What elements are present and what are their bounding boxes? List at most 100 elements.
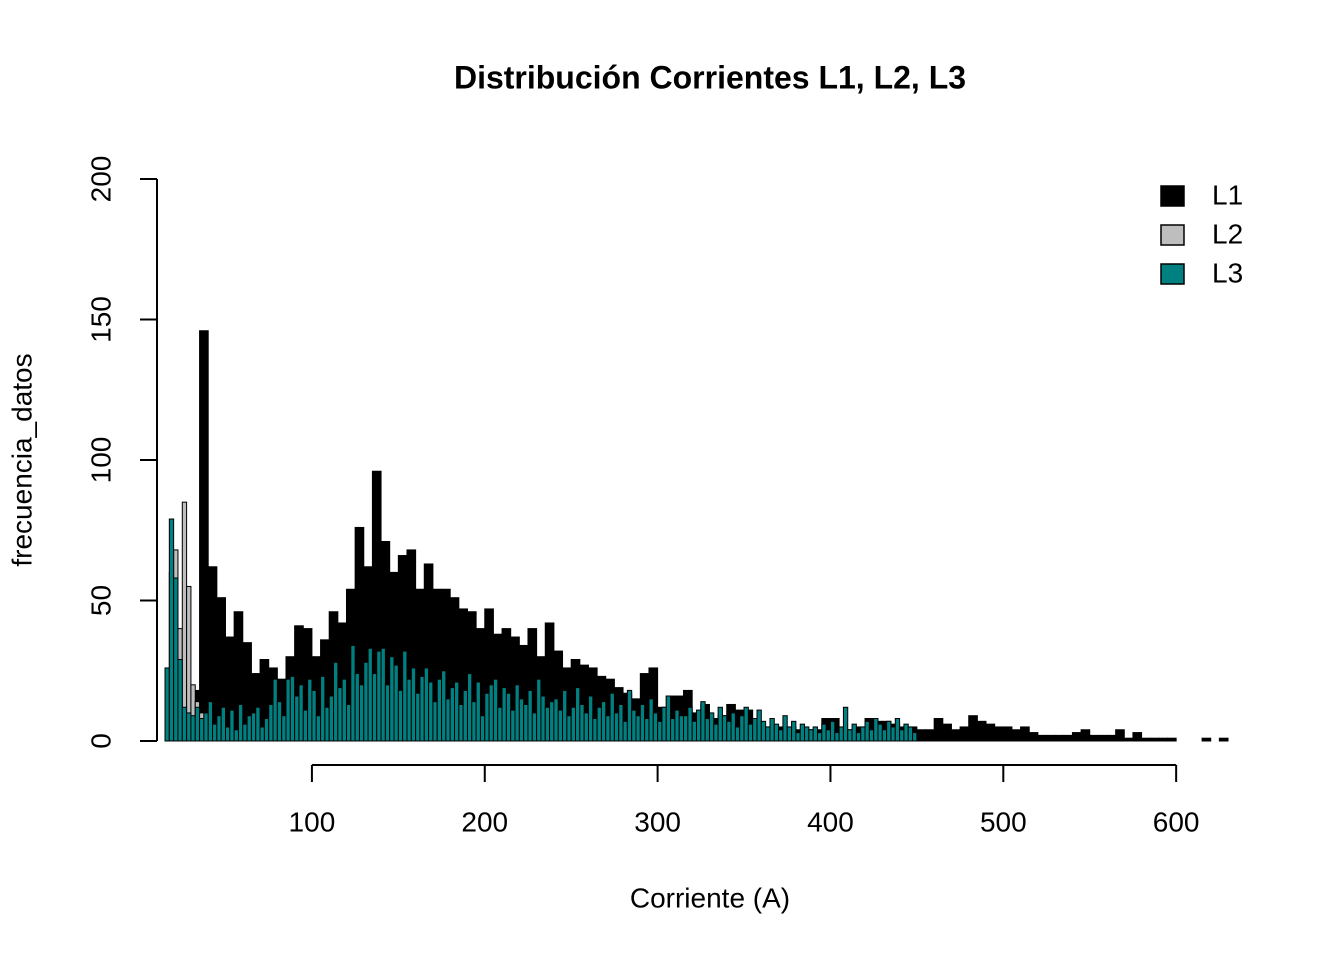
bar <box>1115 729 1125 742</box>
bar <box>864 720 870 742</box>
bar <box>237 703 244 742</box>
legend-label: L2 <box>1212 218 1243 249</box>
bar <box>600 701 607 742</box>
bar <box>825 729 831 742</box>
bar <box>816 732 823 742</box>
bar <box>194 706 201 742</box>
bar <box>635 715 641 742</box>
y-tick-label: 200 <box>85 156 116 203</box>
legend: L1 L2 L3 <box>1160 179 1243 288</box>
bar <box>354 673 360 742</box>
bar <box>873 718 879 742</box>
bar <box>557 709 564 742</box>
bar <box>307 678 313 742</box>
bar <box>428 681 434 742</box>
bar <box>1141 737 1151 742</box>
bar <box>1149 737 1160 742</box>
bar <box>791 720 797 742</box>
bar <box>583 712 589 742</box>
bar <box>523 703 529 742</box>
bar <box>829 720 836 742</box>
bar <box>894 718 901 742</box>
bar <box>579 703 585 742</box>
bar <box>281 715 287 742</box>
bar <box>250 712 257 742</box>
bar <box>229 709 235 742</box>
bar <box>756 709 762 742</box>
y-tick-label: 150 <box>85 296 116 343</box>
bar <box>648 698 654 742</box>
bar <box>1123 737 1134 742</box>
bar <box>592 718 598 742</box>
bar <box>553 698 559 742</box>
bar <box>207 701 214 742</box>
bar <box>821 723 827 742</box>
bar <box>1063 734 1073 742</box>
bar <box>492 678 499 742</box>
y-axis-label: frecuencia_datos <box>6 353 37 566</box>
bar <box>285 678 291 742</box>
y-tick-label: 100 <box>85 437 116 484</box>
bar <box>203 712 209 742</box>
bar <box>674 709 680 742</box>
bar <box>177 659 183 742</box>
bar <box>687 706 693 742</box>
bar <box>713 723 719 742</box>
bar <box>479 715 486 742</box>
bar <box>518 698 525 742</box>
x-axis-label: Corriente (A) <box>630 882 790 913</box>
bar <box>609 692 615 742</box>
bar <box>462 689 468 742</box>
bar <box>747 723 754 742</box>
bar <box>734 726 741 742</box>
bar <box>540 695 546 742</box>
bar <box>337 687 343 742</box>
bar <box>639 703 646 742</box>
bar <box>708 712 715 742</box>
bar <box>324 706 330 742</box>
bar <box>514 684 520 742</box>
bar <box>752 718 758 742</box>
bar <box>488 684 494 742</box>
bar <box>726 720 732 742</box>
bar <box>298 684 304 742</box>
bar <box>700 701 706 742</box>
bar <box>199 718 205 742</box>
bar <box>773 723 780 742</box>
x-tick-label: 400 <box>807 806 854 837</box>
bar <box>786 726 793 742</box>
bar <box>246 715 252 742</box>
bar <box>950 729 961 742</box>
bar <box>1071 732 1082 742</box>
bar <box>683 715 689 742</box>
bar <box>341 678 347 742</box>
bar <box>536 678 542 742</box>
bar <box>212 723 218 742</box>
bar <box>730 712 736 742</box>
bar <box>302 709 309 742</box>
bar <box>1054 734 1065 742</box>
bar <box>622 720 628 742</box>
bar <box>181 706 188 742</box>
bar <box>566 715 572 742</box>
bar <box>242 723 248 742</box>
bar <box>704 718 710 742</box>
bar <box>510 709 516 742</box>
bar <box>994 726 1004 742</box>
bar <box>739 715 745 742</box>
bar <box>657 720 663 742</box>
bar <box>661 706 667 742</box>
bar <box>868 729 875 742</box>
bar <box>587 695 594 742</box>
bar <box>432 701 438 742</box>
bar <box>765 726 771 742</box>
bar <box>903 723 909 742</box>
bar <box>1089 734 1099 742</box>
bar <box>678 715 685 742</box>
bar <box>186 712 192 742</box>
bar <box>851 723 857 742</box>
bar <box>527 689 533 742</box>
bar <box>985 723 996 742</box>
bar <box>721 715 728 742</box>
